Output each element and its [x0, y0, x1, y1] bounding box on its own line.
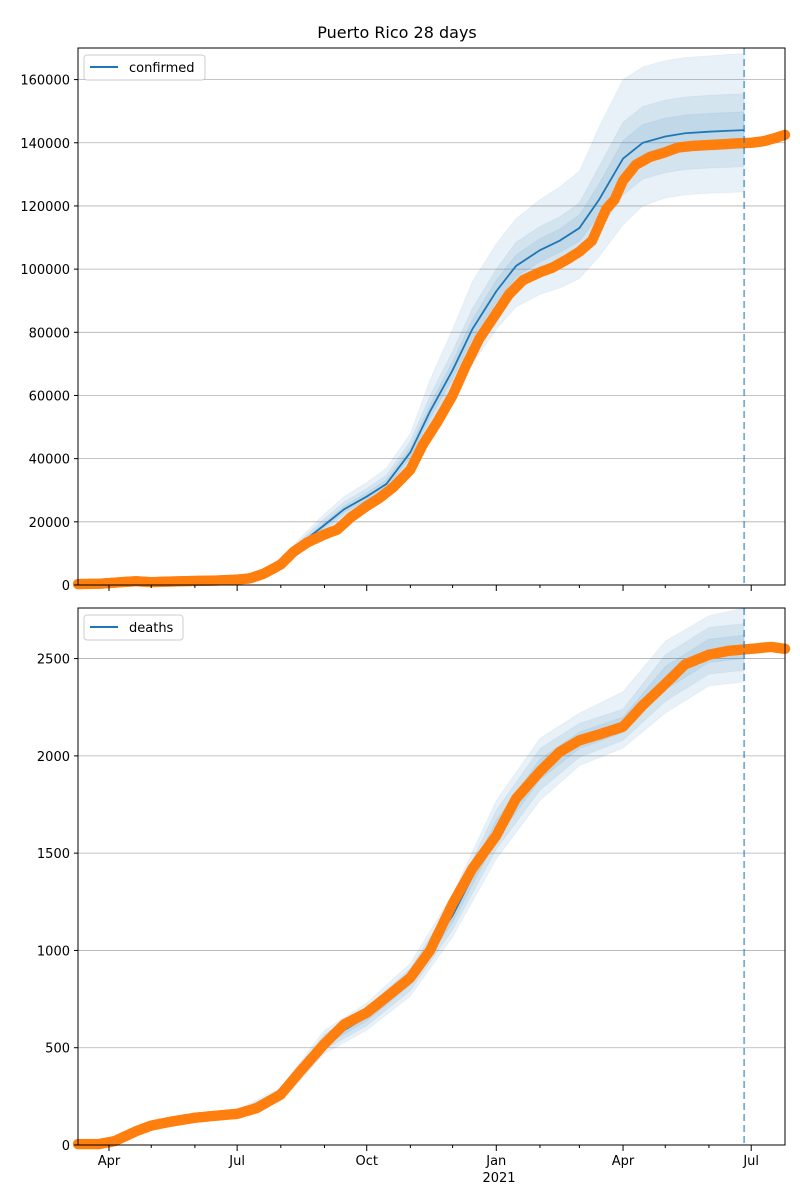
x-tick-label: Jan	[485, 1154, 506, 1169]
legend-box	[83, 614, 184, 641]
y-tick-label: 160000	[20, 74, 70, 89]
axes	[77, 607, 786, 1146]
x-tick-label: Jul	[742, 1154, 759, 1169]
axes	[77, 47, 786, 586]
y-tick-label: 2000	[37, 750, 70, 765]
x-axis-ticks: Apr Jul Oct Jan Apr Jul	[98, 1145, 759, 1169]
plot-frame	[77, 47, 786, 586]
y-tick-label: 0	[62, 579, 70, 594]
y-axis-ticks: 0 20000 40000 60000 80000 100000 120000 140000 1…	[20, 74, 78, 594]
legend: deaths	[83, 614, 184, 641]
grid-lines	[78, 79, 785, 523]
x-year-label: 2021	[482, 1171, 515, 1186]
y-tick-label: 80000	[29, 326, 70, 341]
legend-label-deaths: deaths	[129, 621, 174, 636]
observed-points-layer	[72, 641, 791, 1150]
plot-frame	[77, 607, 786, 1146]
uncertainty-band	[77, 93, 745, 585]
y-axis-ticks: 0 500 1000 1500 2000 2500	[37, 653, 78, 1154]
x-tick-label: Jul	[228, 1154, 245, 1169]
x-tick-label: Oct	[355, 1154, 377, 1169]
x-tick-label: Apr	[612, 1154, 635, 1169]
observed-points-layer	[72, 129, 791, 590]
y-tick-label: 0	[62, 1139, 70, 1154]
confirmed-panel: Puerto Rico 28 days 0 20000 40000 60000 8000…	[20, 23, 791, 594]
y-tick-label: 140000	[20, 137, 70, 152]
legend-label-confirmed: confirmed	[129, 61, 195, 76]
legend-box	[83, 54, 206, 81]
y-tick-label: 120000	[20, 200, 70, 215]
y-tick-label: 100000	[20, 263, 70, 278]
x-axis-ticks	[108, 585, 752, 591]
y-tick-label: 1500	[37, 847, 70, 862]
legend: confirmed	[83, 54, 206, 81]
y-tick-label: 1000	[37, 944, 70, 959]
x-tick-label: Apr	[98, 1154, 121, 1169]
y-tick-label: 500	[45, 1042, 70, 1057]
y-tick-label: 60000	[29, 389, 70, 404]
y-tick-label: 20000	[29, 516, 70, 531]
y-tick-label: 2500	[37, 653, 70, 668]
y-tick-label: 40000	[29, 453, 70, 468]
chart-title: Puerto Rico 28 days	[317, 23, 477, 42]
